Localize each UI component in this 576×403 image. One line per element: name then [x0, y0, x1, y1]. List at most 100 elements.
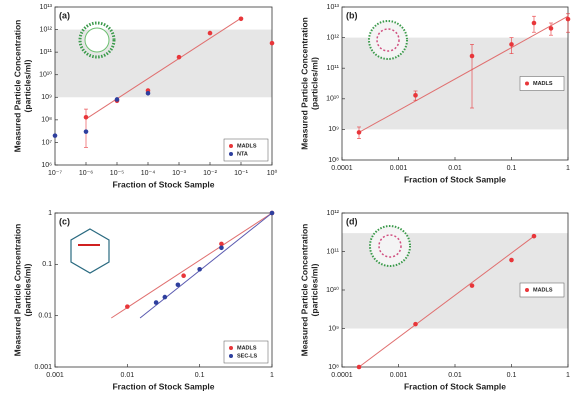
legend-marker — [525, 81, 529, 86]
x-axis-title: Fraction of Stock Sample — [112, 381, 214, 391]
legend-marker — [229, 144, 233, 148]
x-tick-label: 10⁻² — [203, 170, 217, 177]
x-tick-label: 10⁻⁴ — [141, 170, 156, 177]
icon-b — [368, 20, 408, 60]
y-tick-label: 10⁸ — [328, 364, 339, 371]
point — [269, 40, 275, 46]
x-tick-label: 10⁰ — [267, 169, 278, 177]
legend-label: MADLS — [237, 143, 257, 149]
x-axis-title: Fraction of Stock Sample — [404, 174, 506, 184]
panel-label: (d) — [346, 216, 358, 226]
plot-frame — [54, 6, 273, 166]
y-tick-label: 10¹² — [327, 210, 340, 217]
point — [219, 245, 224, 251]
legend-label: MADLS — [533, 287, 553, 293]
point — [114, 97, 120, 102]
point — [356, 364, 362, 370]
point — [269, 210, 275, 216]
x-tick-label: 0.001 — [46, 372, 64, 379]
point — [162, 294, 168, 300]
legend-box — [223, 340, 269, 364]
icon-c — [70, 228, 110, 274]
x-tick-label: 0.0001 — [331, 372, 353, 379]
x-tick-label: 10⁻⁶ — [79, 170, 93, 177]
y-tick-label: 10¹¹ — [40, 49, 53, 56]
point — [469, 283, 475, 288]
icon-a — [78, 21, 116, 59]
fit-line — [139, 212, 273, 319]
y-axis-title: Measured Particle Concentration — [299, 224, 309, 357]
point — [145, 91, 151, 96]
x-tick-label: 10⁻⁵ — [110, 170, 124, 177]
legend-label: NTA — [237, 151, 248, 157]
x-tick-label: 10⁻¹ — [234, 170, 248, 177]
x-tick-label: 10⁻³ — [172, 170, 186, 177]
x-tick-label: 1 — [270, 372, 274, 379]
point — [153, 300, 159, 305]
y-tick-label: 10⁷ — [42, 139, 53, 146]
x-tick-label: 1 — [566, 165, 570, 172]
y-tick-label: 10¹¹ — [327, 65, 340, 72]
point — [52, 133, 58, 138]
point — [356, 130, 362, 135]
point — [125, 304, 130, 309]
fit-line — [111, 212, 273, 319]
x-tick-label: 0.0001 — [331, 165, 353, 172]
fit-line — [358, 235, 535, 368]
panel-label: (a) — [59, 10, 70, 20]
point — [238, 16, 244, 22]
point — [565, 16, 571, 22]
y-tick-label: 10⁸ — [328, 157, 339, 164]
y-tick-label: 10⁹ — [328, 126, 339, 133]
y-tick-label: 10¹⁰ — [326, 286, 339, 294]
y-axis-title: Measured Particle Concentration — [12, 224, 22, 357]
legend-marker — [229, 152, 233, 156]
x-tick-label: 0.1 — [195, 372, 205, 379]
x-tick-label: 0.1 — [507, 372, 517, 379]
legend-label: MADLS — [533, 81, 553, 87]
fit-line — [358, 15, 569, 133]
x-tick-label: 0.01 — [448, 165, 462, 172]
y-tick-label: 1 — [48, 210, 52, 217]
legend-marker — [525, 288, 529, 292]
legend-label: SEC-LS — [237, 353, 258, 359]
point — [181, 273, 186, 279]
x-tick-label: 0.1 — [507, 165, 517, 172]
y-tick-label: 10⁹ — [41, 94, 52, 101]
x-axis-title: Fraction of Stock Sample — [112, 179, 214, 189]
legend-box — [519, 282, 565, 298]
legend-marker — [229, 346, 233, 350]
y-tick-label: 10¹⁰ — [326, 95, 339, 103]
point — [197, 267, 202, 272]
point — [219, 241, 224, 247]
point — [176, 54, 182, 60]
x-axis-title: Fraction of Stock Sample — [404, 381, 506, 391]
y-axis-title: (particles/ml) — [22, 59, 32, 112]
point — [548, 26, 554, 31]
y-tick-label: 10⁸ — [41, 117, 52, 124]
x-tick-label: 0.01 — [448, 372, 462, 379]
y-tick-label: 10⁹ — [328, 325, 339, 332]
point — [531, 233, 537, 239]
point — [83, 114, 89, 120]
panel-label: (c) — [59, 216, 70, 226]
y-tick-label: 10¹⁰ — [39, 71, 52, 79]
legend-box — [223, 138, 269, 162]
legend-label: MADLS — [237, 345, 257, 351]
y-tick-label: 10¹¹ — [327, 248, 340, 255]
point — [509, 257, 514, 263]
y-axis-title: Measured Particle Concentration — [12, 20, 22, 153]
y-axis-title: (particles/ml) — [22, 263, 32, 316]
y-tick-label: 0.001 — [34, 364, 52, 371]
y-axis-title: Measured Particle Concentration — [299, 17, 309, 150]
point — [83, 129, 89, 134]
icon-d — [369, 225, 411, 267]
point — [509, 42, 514, 47]
plot-frame — [54, 212, 273, 368]
x-tick-label: 1 — [566, 372, 570, 379]
legend-box — [519, 76, 565, 91]
legend-marker — [229, 354, 233, 358]
x-tick-label: 0.001 — [390, 165, 408, 172]
y-axis-title: (particles/ml) — [309, 57, 319, 110]
